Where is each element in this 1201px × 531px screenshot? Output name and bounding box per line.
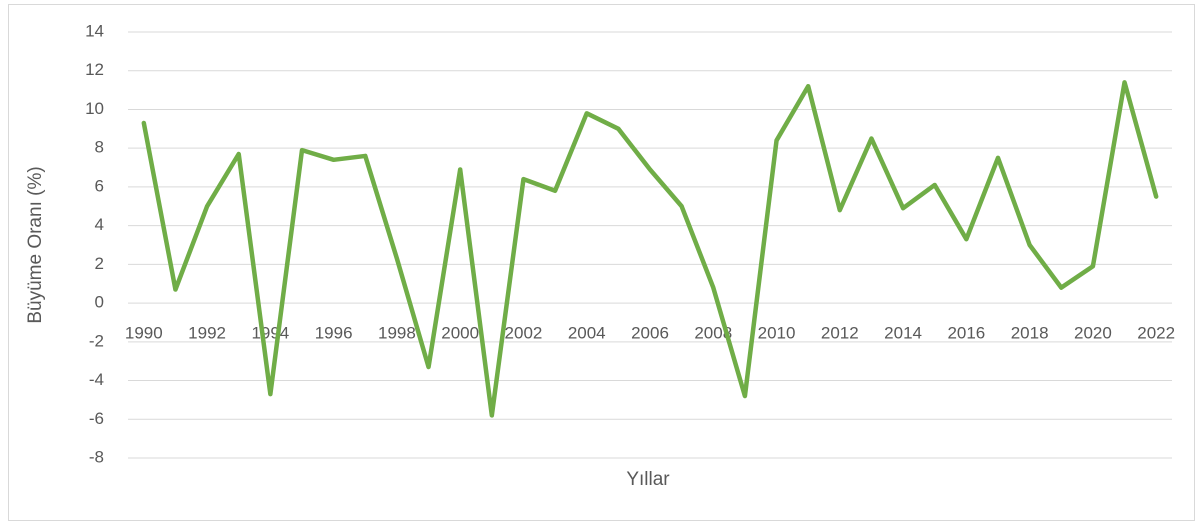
y-tick-label: 14	[85, 21, 104, 40]
x-tick-label: 2002	[505, 324, 543, 343]
y-tick-label: 6	[95, 176, 104, 195]
y-tick-label: -4	[89, 370, 104, 389]
y-tick-label: -2	[89, 331, 104, 350]
x-axis-title: Yıllar	[626, 469, 670, 490]
y-tick-label: -8	[89, 447, 104, 466]
x-tick-label: 2010	[758, 324, 796, 343]
x-tick-label: 1996	[315, 324, 353, 343]
y-tick-label: -6	[89, 409, 104, 428]
y-axis-title: Büyüme Oranı (%)	[25, 166, 46, 323]
x-tick-label: 2014	[884, 324, 922, 343]
y-tick-label: 4	[95, 215, 104, 234]
chart-border	[8, 4, 1195, 521]
x-tick-label: 2006	[631, 324, 669, 343]
x-tick-label: 2018	[1011, 324, 1049, 343]
x-tick-label: 2012	[821, 324, 859, 343]
y-tick-label: 8	[95, 138, 104, 157]
y-tick-label: 2	[95, 254, 104, 273]
x-tick-label: 2004	[568, 324, 606, 343]
x-tick-label: 1990	[125, 324, 163, 343]
x-tick-label: 1994	[251, 324, 289, 343]
x-tick-label: 1998	[378, 324, 416, 343]
x-tick-label: 1992	[188, 324, 226, 343]
x-tick-label: 2020	[1074, 324, 1112, 343]
data-line	[141, 80, 1159, 418]
x-tick-label: 2016	[947, 324, 985, 343]
y-tick-label: 0	[95, 293, 104, 312]
x-tick-label: 2008	[694, 324, 732, 343]
x-tick-label: 2022	[1137, 324, 1175, 343]
y-tick-label: 12	[85, 60, 104, 79]
y-tick-label: 10	[85, 99, 104, 118]
x-tick-label: 2000	[441, 324, 479, 343]
